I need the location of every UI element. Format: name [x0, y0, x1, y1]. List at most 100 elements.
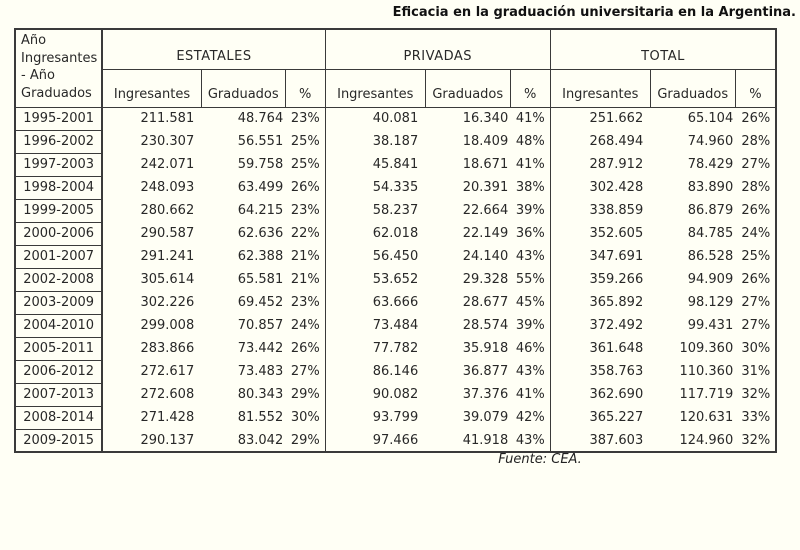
privadas-ingresantes-cell: 54.335 — [324, 176, 426, 199]
privadas-graduados-cell: 18.409 — [462, 134, 509, 149]
total-graduados-cell: 120.631 — [679, 410, 734, 425]
privadas-pct-cell: 48% — [515, 134, 545, 149]
table-row: 1998-2004 248.093 63.499 26% 54.335 20.3… — [15, 175, 776, 199]
table-row: 2000-2006 290.587 62.636 22% 62.018 22.1… — [15, 221, 776, 245]
estatales-ingresantes-cell: 272.608 — [140, 387, 195, 402]
privadas-ingresantes-cell: 90.082 — [324, 383, 426, 406]
estatales-pct-cell: 26% — [290, 180, 320, 195]
total-pct-cell: 27% — [741, 318, 771, 333]
total-pct-cell: 26% — [741, 111, 771, 127]
estatales-ingresantes-cell: 280.662 — [140, 203, 195, 218]
privadas-graduados-cell: 36.877 — [462, 364, 509, 379]
total-pct-cell: 26% — [741, 203, 771, 218]
estatales-ingresantes-cell: 302.226 — [140, 295, 195, 310]
total-graduados-cell: 94.909 — [687, 272, 734, 287]
estatales-pct-cell: 29% — [290, 432, 320, 448]
total-ingresantes-cell: 359.266 — [549, 268, 651, 291]
period-cell: 2002-2008 — [15, 267, 104, 291]
privadas-graduados-cell: 22.664 — [462, 203, 509, 218]
period-cell: 2007-2013 — [15, 382, 104, 406]
total-graduados-cell: 83.890 — [687, 180, 734, 195]
privadas-graduados-cell: 16.340 — [462, 111, 509, 127]
privadas-ingresantes-cell: 63.666 — [324, 291, 426, 314]
privadas-ingresantes-cell: 73.484 — [324, 314, 426, 337]
total-graduados-cell: 74.960 — [687, 134, 734, 149]
estatales-graduados-cell: 56.551 — [237, 134, 284, 149]
total-ingresantes-cell: 372.492 — [549, 314, 651, 337]
privadas-pct-cell: 41% — [515, 111, 545, 127]
estatales-pct-cell: 21% — [290, 272, 320, 287]
privadas-ingresantes-cell: 38.187 — [324, 130, 426, 153]
subheader-total-pct: % — [734, 68, 777, 108]
privadas-graduados-cell: 35.918 — [462, 341, 509, 356]
subheader-total-graduados: Graduados — [649, 68, 736, 108]
table-row: 2004-2010 299.008 70.857 24% 73.484 28.5… — [15, 313, 776, 337]
period-cell: 2001-2007 — [15, 244, 104, 268]
privadas-ingresantes-cell: 45.841 — [324, 153, 426, 176]
estatales-pct-cell: 24% — [290, 318, 320, 333]
total-ingresantes-cell: 387.603 — [549, 429, 651, 452]
total-graduados-cell: 98.129 — [687, 295, 734, 310]
privadas-ingresantes-cell: 58.237 — [324, 199, 426, 222]
privadas-graduados-cell: 41.918 — [462, 432, 509, 448]
estatales-pct-cell: 27% — [290, 364, 320, 379]
privadas-ingresantes-cell: 53.652 — [324, 268, 426, 291]
estatales-graduados-cell: 80.343 — [237, 387, 284, 402]
estatales-pct-cell: 26% — [290, 341, 320, 356]
total-graduados-cell: 65.104 — [687, 111, 734, 127]
table-row: 1996-2002 230.307 56.551 25% 38.187 18.4… — [15, 129, 776, 153]
estatales-graduados-cell: 83.042 — [237, 432, 284, 448]
table-row: 1997-2003 242.071 59.758 25% 45.841 18.6… — [15, 152, 776, 176]
subheader-estatales-pct: % — [284, 68, 326, 108]
table-row: 2002-2008 305.614 65.581 21% 53.652 29.3… — [15, 267, 776, 291]
estatales-ingresantes-cell: 242.071 — [140, 157, 195, 172]
estatales-graduados-cell: 64.215 — [237, 203, 284, 218]
privadas-graduados-cell: 20.391 — [462, 180, 509, 195]
estatales-ingresantes-cell: 230.307 — [140, 134, 195, 149]
estatales-ingresantes-cell: 305.614 — [140, 272, 195, 287]
period-cell: 1997-2003 — [15, 152, 104, 176]
estatales-ingresantes-cell: 271.428 — [140, 410, 195, 425]
privadas-graduados-cell: 39.079 — [462, 410, 509, 425]
privadas-pct-cell: 41% — [515, 387, 545, 402]
estatales-graduados-cell: 81.552 — [237, 410, 284, 425]
privadas-graduados-cell: 22.149 — [462, 226, 509, 241]
period-cell: 1999-2005 — [15, 198, 104, 222]
estatales-graduados-cell: 63.499 — [237, 180, 284, 195]
privadas-ingresantes-cell: 93.799 — [324, 406, 426, 429]
total-ingresantes-cell: 338.859 — [549, 199, 651, 222]
estatales-pct-cell: 23% — [290, 203, 320, 218]
privadas-graduados-cell: 28.574 — [462, 318, 509, 333]
total-graduados-cell: 117.719 — [679, 387, 734, 402]
total-graduados-cell: 110.360 — [679, 364, 734, 379]
period-cell: 1998-2004 — [15, 175, 104, 199]
total-pct-cell: 33% — [741, 410, 771, 425]
subheader-total-ingresantes: Ingresantes — [549, 68, 651, 108]
total-ingresantes-cell: 287.912 — [549, 153, 651, 176]
total-pct-cell: 31% — [741, 364, 771, 379]
estatales-pct-cell: 25% — [290, 157, 320, 172]
estatales-pct-cell: 21% — [290, 249, 320, 264]
total-ingresantes-cell: 358.763 — [549, 360, 651, 383]
privadas-ingresantes-cell: 56.450 — [324, 245, 426, 268]
estatales-ingresantes-cell: 248.093 — [140, 180, 195, 195]
estatales-ingresantes-cell: 283.866 — [140, 341, 195, 356]
estatales-graduados-cell: 73.442 — [237, 341, 284, 356]
estatales-pct-cell: 22% — [290, 226, 320, 241]
privadas-ingresantes-cell: 77.782 — [324, 337, 426, 360]
privadas-graduados-cell: 37.376 — [462, 387, 509, 402]
total-pct-cell: 27% — [741, 157, 771, 172]
total-pct-cell: 30% — [741, 341, 771, 356]
source-note: Fuente: CEA. — [498, 452, 582, 467]
privadas-pct-cell: 36% — [515, 226, 545, 241]
total-pct-cell: 25% — [741, 249, 771, 264]
group-header-privadas: PRIVADAS — [324, 28, 551, 70]
estatales-pct-cell: 29% — [290, 387, 320, 402]
total-ingresantes-cell: 365.892 — [549, 291, 651, 314]
total-ingresantes-cell: 302.428 — [549, 176, 651, 199]
privadas-pct-cell: 43% — [515, 432, 545, 448]
total-pct-cell: 28% — [741, 180, 771, 195]
subheader-privadas-pct: % — [509, 68, 551, 108]
subheader-estatales-graduados: Graduados — [200, 68, 286, 108]
